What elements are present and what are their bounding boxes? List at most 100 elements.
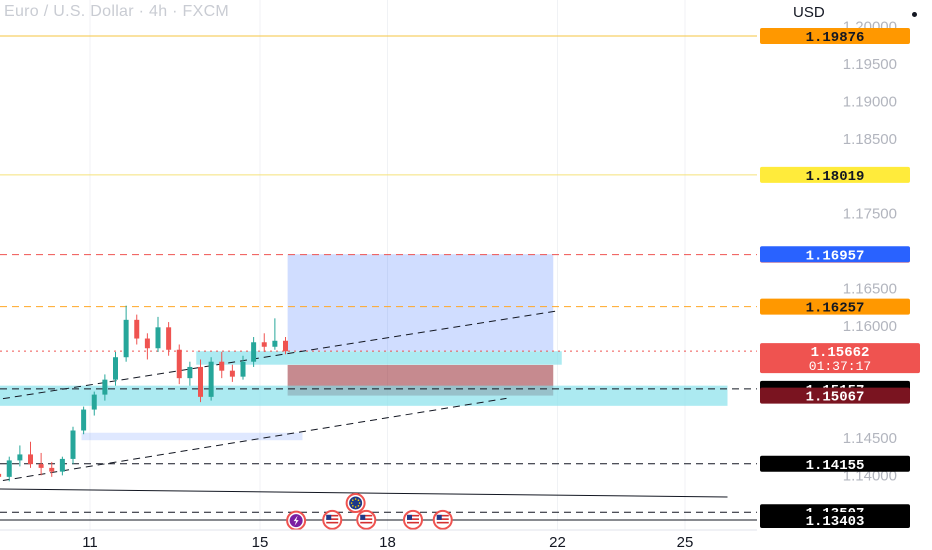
- us-flag-icon[interactable]: [403, 509, 423, 530]
- candle[interactable]: [17, 454, 23, 461]
- target-zone[interactable]: [287, 254, 554, 352]
- small-zone[interactable]: [81, 432, 303, 441]
- demand-zone-lower[interactable]: [0, 385, 728, 406]
- y-tick-label: 1.16500: [843, 280, 897, 297]
- us-flag-icon[interactable]: [356, 509, 377, 530]
- candle[interactable]: [261, 342, 267, 347]
- candle[interactable]: [208, 361, 214, 397]
- us-flag-canton: [360, 514, 366, 520]
- candle[interactable]: [113, 357, 118, 380]
- candle[interactable]: [134, 319, 140, 339]
- candle[interactable]: [6, 460, 12, 477]
- current-price-label: 1.15662: [811, 345, 870, 361]
- us-flag-stripe: [436, 521, 449, 524]
- price-tag-tag[interactable]: [760, 387, 910, 404]
- candle[interactable]: [166, 327, 172, 350]
- y-tick-label: 1.18500: [843, 131, 897, 148]
- candle[interactable]: [81, 409, 87, 431]
- x-tick-label: 25: [677, 534, 694, 550]
- candle[interactable]: [144, 338, 150, 349]
- eu-star: [354, 506, 357, 508]
- us-flag-stripe: [407, 514, 419, 517]
- us-flag-icon[interactable]: [322, 509, 343, 530]
- candle[interactable]: [91, 394, 97, 410]
- price-tag-label: 1.14155: [806, 458, 865, 474]
- eu-star: [351, 505, 354, 507]
- eu-star: [357, 499, 360, 501]
- candle[interactable]: [0, 473, 2, 477]
- us-flag-stripe: [326, 521, 339, 524]
- us-flag-stripe: [326, 514, 339, 517]
- us-flag-stripe: [407, 518, 419, 520]
- us-flag-stripe: [326, 518, 339, 520]
- candle[interactable]: [49, 467, 55, 472]
- price-tag-label: 1.19876: [806, 30, 865, 46]
- us-flag-stripe: [360, 521, 373, 524]
- candle[interactable]: [283, 340, 288, 352]
- price-tag-tag[interactable]: [760, 28, 910, 44]
- candle[interactable]: [187, 366, 193, 379]
- demand-zone-upper[interactable]: [196, 351, 562, 365]
- us-flag-stripe: [407, 521, 419, 524]
- candle[interactable]: [123, 319, 129, 358]
- candle[interactable]: [198, 366, 203, 397]
- y-tick-label: 1.19000: [843, 94, 897, 111]
- y-tick-label: 1.17500: [843, 206, 897, 223]
- price-tag-tag[interactable]: [760, 166, 910, 183]
- candle[interactable]: [155, 327, 161, 349]
- price-tag-tag[interactable]: [760, 455, 910, 472]
- us-flag-stripe: [436, 518, 449, 520]
- price-tag-tag[interactable]: [760, 298, 910, 315]
- countdown-label: 01:37:17: [809, 359, 871, 374]
- price-tag-tag[interactable]: [760, 246, 910, 263]
- us-flag-canton: [436, 514, 442, 520]
- y-tick-label: 1.19500: [843, 56, 897, 73]
- eu-flag-icon[interactable]: [345, 493, 366, 514]
- us-flag-canton: [407, 514, 412, 520]
- price-tag-label: 1.15067: [806, 390, 865, 406]
- trendline-bottom[interactable]: [0, 488, 728, 498]
- us-flag-stripe: [436, 514, 449, 517]
- current-price-tag[interactable]: [760, 343, 920, 374]
- candle[interactable]: [240, 361, 246, 377]
- x-tick-label: 22: [549, 534, 566, 550]
- trendline-lower[interactable]: [0, 397, 507, 494]
- eu-star: [358, 502, 361, 504]
- currency-label[interactable]: USD: [793, 4, 825, 21]
- candle[interactable]: [28, 454, 33, 465]
- eu-star: [350, 502, 353, 504]
- candle[interactable]: [38, 464, 44, 468]
- price-tag-label: 1.18019: [806, 169, 865, 185]
- price-tag-tag[interactable]: [760, 512, 910, 528]
- plot-area[interactable]: [0, 0, 757, 530]
- candle[interactable]: [219, 361, 225, 371]
- lightning-icon[interactable]: [286, 510, 307, 530]
- menu-dot-icon[interactable]: [912, 12, 917, 17]
- x-tick-label: 15: [252, 534, 269, 550]
- candle[interactable]: [70, 430, 76, 459]
- candle[interactable]: [176, 349, 182, 379]
- us-flag-canton: [326, 514, 332, 520]
- y-tick-label: 1.14500: [843, 430, 897, 447]
- candle[interactable]: [251, 342, 257, 362]
- chart-title: Euro / U.S. Dollar · 4h · FXCM: [4, 3, 230, 20]
- y-tick-label: 1.16000: [843, 318, 897, 335]
- candle[interactable]: [272, 340, 278, 347]
- eu-star: [354, 498, 357, 500]
- us-flag-stripe: [360, 518, 373, 520]
- us-flag-icon[interactable]: [432, 509, 453, 530]
- price-tag-label: 1.16957: [806, 248, 865, 264]
- us-flag-stripe: [360, 514, 373, 517]
- eu-star: [357, 505, 360, 507]
- candle[interactable]: [229, 370, 235, 377]
- price-tag-label: 1.16257: [806, 301, 865, 317]
- lightning-bolt: [293, 515, 299, 526]
- eu-star: [351, 499, 354, 501]
- x-tick-label: 11: [82, 534, 98, 550]
- candle[interactable]: [59, 458, 65, 472]
- price-tag-label: 1.13403: [806, 514, 865, 530]
- candle[interactable]: [102, 379, 108, 395]
- x-tick-label: 18: [379, 534, 396, 550]
